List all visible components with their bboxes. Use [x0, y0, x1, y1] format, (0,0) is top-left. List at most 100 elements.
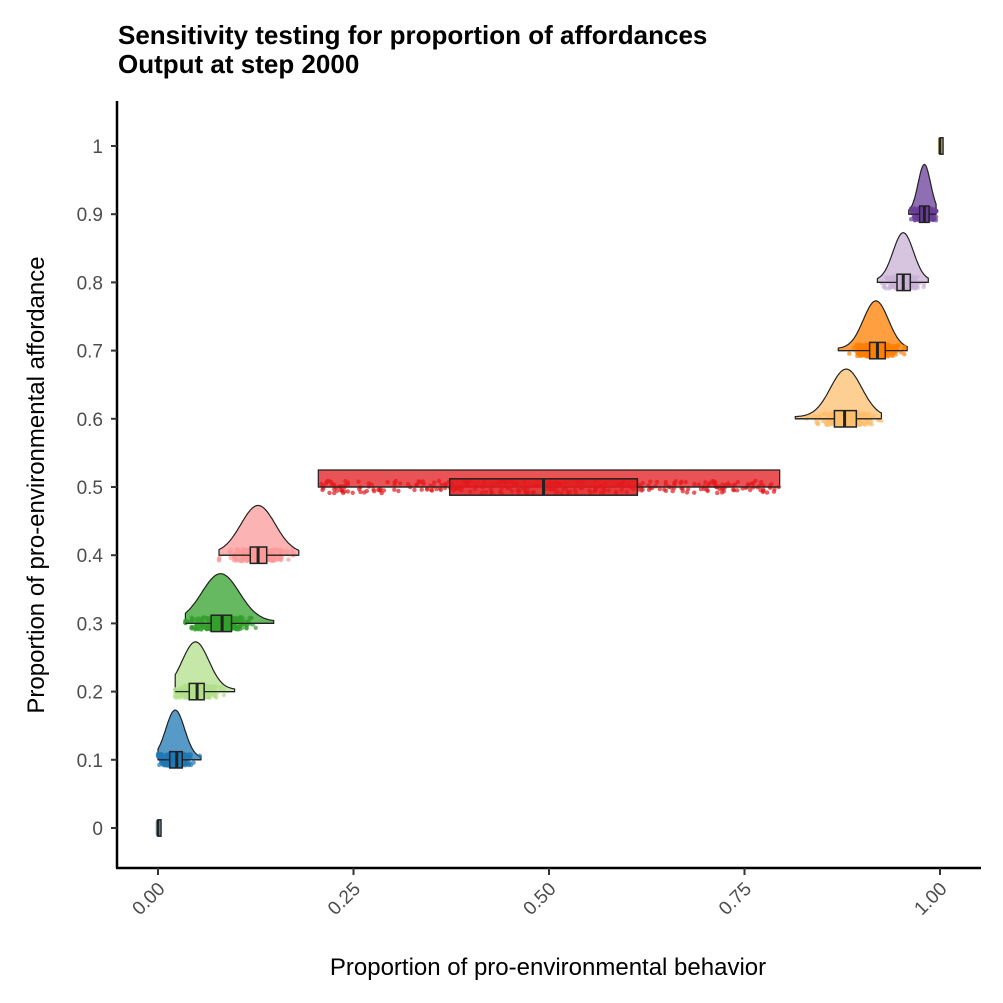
data-point	[416, 479, 421, 484]
data-point	[657, 486, 662, 492]
data-point	[239, 557, 244, 563]
data-point	[392, 480, 397, 485]
data-point	[847, 351, 852, 356]
data-point	[698, 486, 704, 492]
x-axis-title: Proportion of pro-environmental behavior	[330, 954, 766, 981]
data-point	[822, 418, 827, 424]
data-point	[398, 481, 403, 486]
data-point	[350, 490, 355, 495]
data-point	[673, 479, 678, 484]
data-point	[244, 548, 249, 553]
data-point	[887, 353, 892, 358]
data-point	[189, 617, 195, 622]
x-tick-label: 0.50	[520, 879, 561, 920]
data-point	[286, 557, 291, 562]
density-cloud	[837, 300, 908, 352]
data-point	[443, 481, 448, 487]
y-tick-label: 0.3	[77, 614, 103, 635]
data-point	[332, 487, 337, 492]
data-point	[161, 761, 167, 766]
data-point	[159, 755, 164, 761]
data-point	[272, 553, 277, 559]
density-clouds	[157, 163, 937, 761]
data-point	[678, 481, 683, 486]
data-point	[672, 482, 677, 487]
data-point	[216, 557, 222, 562]
data-point	[892, 344, 898, 349]
chart-subtitle: Output at step 2000	[118, 49, 360, 79]
data-point	[232, 553, 237, 559]
data-point	[654, 479, 660, 485]
boxplots	[156, 137, 944, 837]
data-point	[857, 353, 862, 358]
y-tick-label: 0.7	[77, 342, 103, 363]
data-point	[434, 486, 439, 492]
data-point	[930, 217, 935, 222]
data-point	[821, 412, 826, 417]
data-point	[731, 487, 736, 492]
data-point	[769, 482, 774, 487]
data-point	[750, 481, 756, 486]
data-point	[735, 479, 740, 485]
data-point	[806, 414, 811, 420]
data-point	[858, 350, 863, 355]
data-point	[206, 694, 211, 699]
density-cloud	[218, 504, 300, 556]
data-point	[825, 419, 831, 425]
data-point	[184, 695, 189, 700]
density-cloud	[174, 641, 236, 693]
data-point	[207, 684, 212, 689]
data-point	[205, 618, 210, 623]
data-point	[227, 549, 232, 554]
data-point	[327, 490, 332, 496]
data-point	[244, 558, 250, 563]
x-tick-label: 1.00	[911, 879, 952, 920]
data-point	[915, 274, 920, 280]
data-point	[244, 625, 249, 631]
data-point	[640, 480, 645, 486]
data-point	[881, 284, 886, 290]
data-point	[914, 206, 920, 212]
data-point	[269, 556, 274, 562]
data-point	[341, 490, 346, 496]
data-point	[345, 489, 351, 494]
data-point	[381, 488, 387, 493]
data-point	[173, 687, 178, 692]
data-point	[385, 479, 390, 485]
data-point	[323, 481, 328, 486]
data-point	[219, 684, 224, 690]
data-point	[191, 760, 196, 765]
data-point	[192, 625, 197, 630]
data-point	[414, 483, 419, 488]
data-point	[886, 286, 891, 291]
data-point	[180, 685, 185, 690]
x-tick-label: 0.00	[129, 879, 170, 920]
data-point	[715, 490, 720, 496]
y-tick-label: 0.4	[77, 546, 104, 567]
data-point	[221, 692, 227, 698]
data-point	[432, 480, 437, 485]
data-point	[234, 615, 239, 621]
data-point	[183, 763, 188, 768]
data-point	[653, 484, 658, 489]
data-point	[376, 487, 381, 492]
data-point	[912, 215, 917, 220]
data-point	[369, 482, 374, 487]
data-point	[663, 482, 669, 487]
data-point	[735, 488, 740, 493]
data-point	[912, 283, 917, 288]
data-point	[232, 626, 238, 631]
data-point	[902, 352, 907, 357]
density-cloud	[794, 368, 882, 420]
data-point	[684, 490, 690, 495]
data-point	[662, 487, 667, 492]
data-point	[343, 479, 348, 484]
y-tick-label: 0	[92, 819, 103, 840]
data-point	[204, 686, 209, 691]
data-point	[817, 415, 822, 421]
data-point	[159, 752, 164, 757]
data-point	[372, 489, 377, 494]
data-point	[248, 616, 254, 621]
data-point	[912, 278, 918, 283]
data-point	[692, 490, 697, 495]
